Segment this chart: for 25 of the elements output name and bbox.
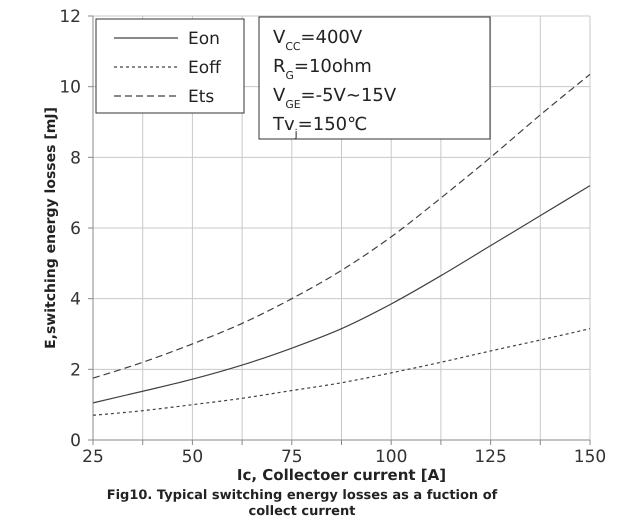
x-tick-label: 100	[374, 447, 408, 467]
annotation: V$_{GE}$=-5V~15V	[273, 85, 397, 110]
x-axis-title: Ic, Collectoer current [A]	[236, 466, 446, 484]
y-tick-label: 4	[70, 290, 81, 310]
legend-label: Eon	[188, 29, 220, 49]
x-tick-label: 50	[182, 447, 204, 467]
annotation: R$_{G}$=10ohm	[273, 56, 372, 82]
y-tick-label: 10	[59, 78, 81, 98]
x-tick-label: 75	[280, 447, 303, 467]
y-axis-title: E,switching energy losses [mJ]	[43, 107, 59, 349]
text: Fig10. Typical switching energy losses as a fuction of collect current	[106, 488, 498, 519]
annotation: V$_{CC}$=400V	[273, 27, 363, 52]
legend-label: Ets	[188, 87, 214, 107]
x-tick-label: 125	[474, 447, 507, 467]
x-tick-label: 25	[82, 447, 104, 467]
line-series	[92, 328, 591, 416]
y-tick-label: 2	[70, 360, 81, 380]
y-tick-label: 8	[70, 148, 81, 168]
y-tick-label: 0	[70, 431, 81, 451]
annotation: Tv$_{j}$=150℃	[272, 114, 368, 140]
line-series	[92, 185, 591, 404]
x-tick-label: 150	[574, 447, 606, 467]
y-tick-label: 6	[70, 219, 81, 239]
legend-label: Eoff	[188, 58, 222, 78]
y-tick-label: 12	[59, 7, 81, 27]
